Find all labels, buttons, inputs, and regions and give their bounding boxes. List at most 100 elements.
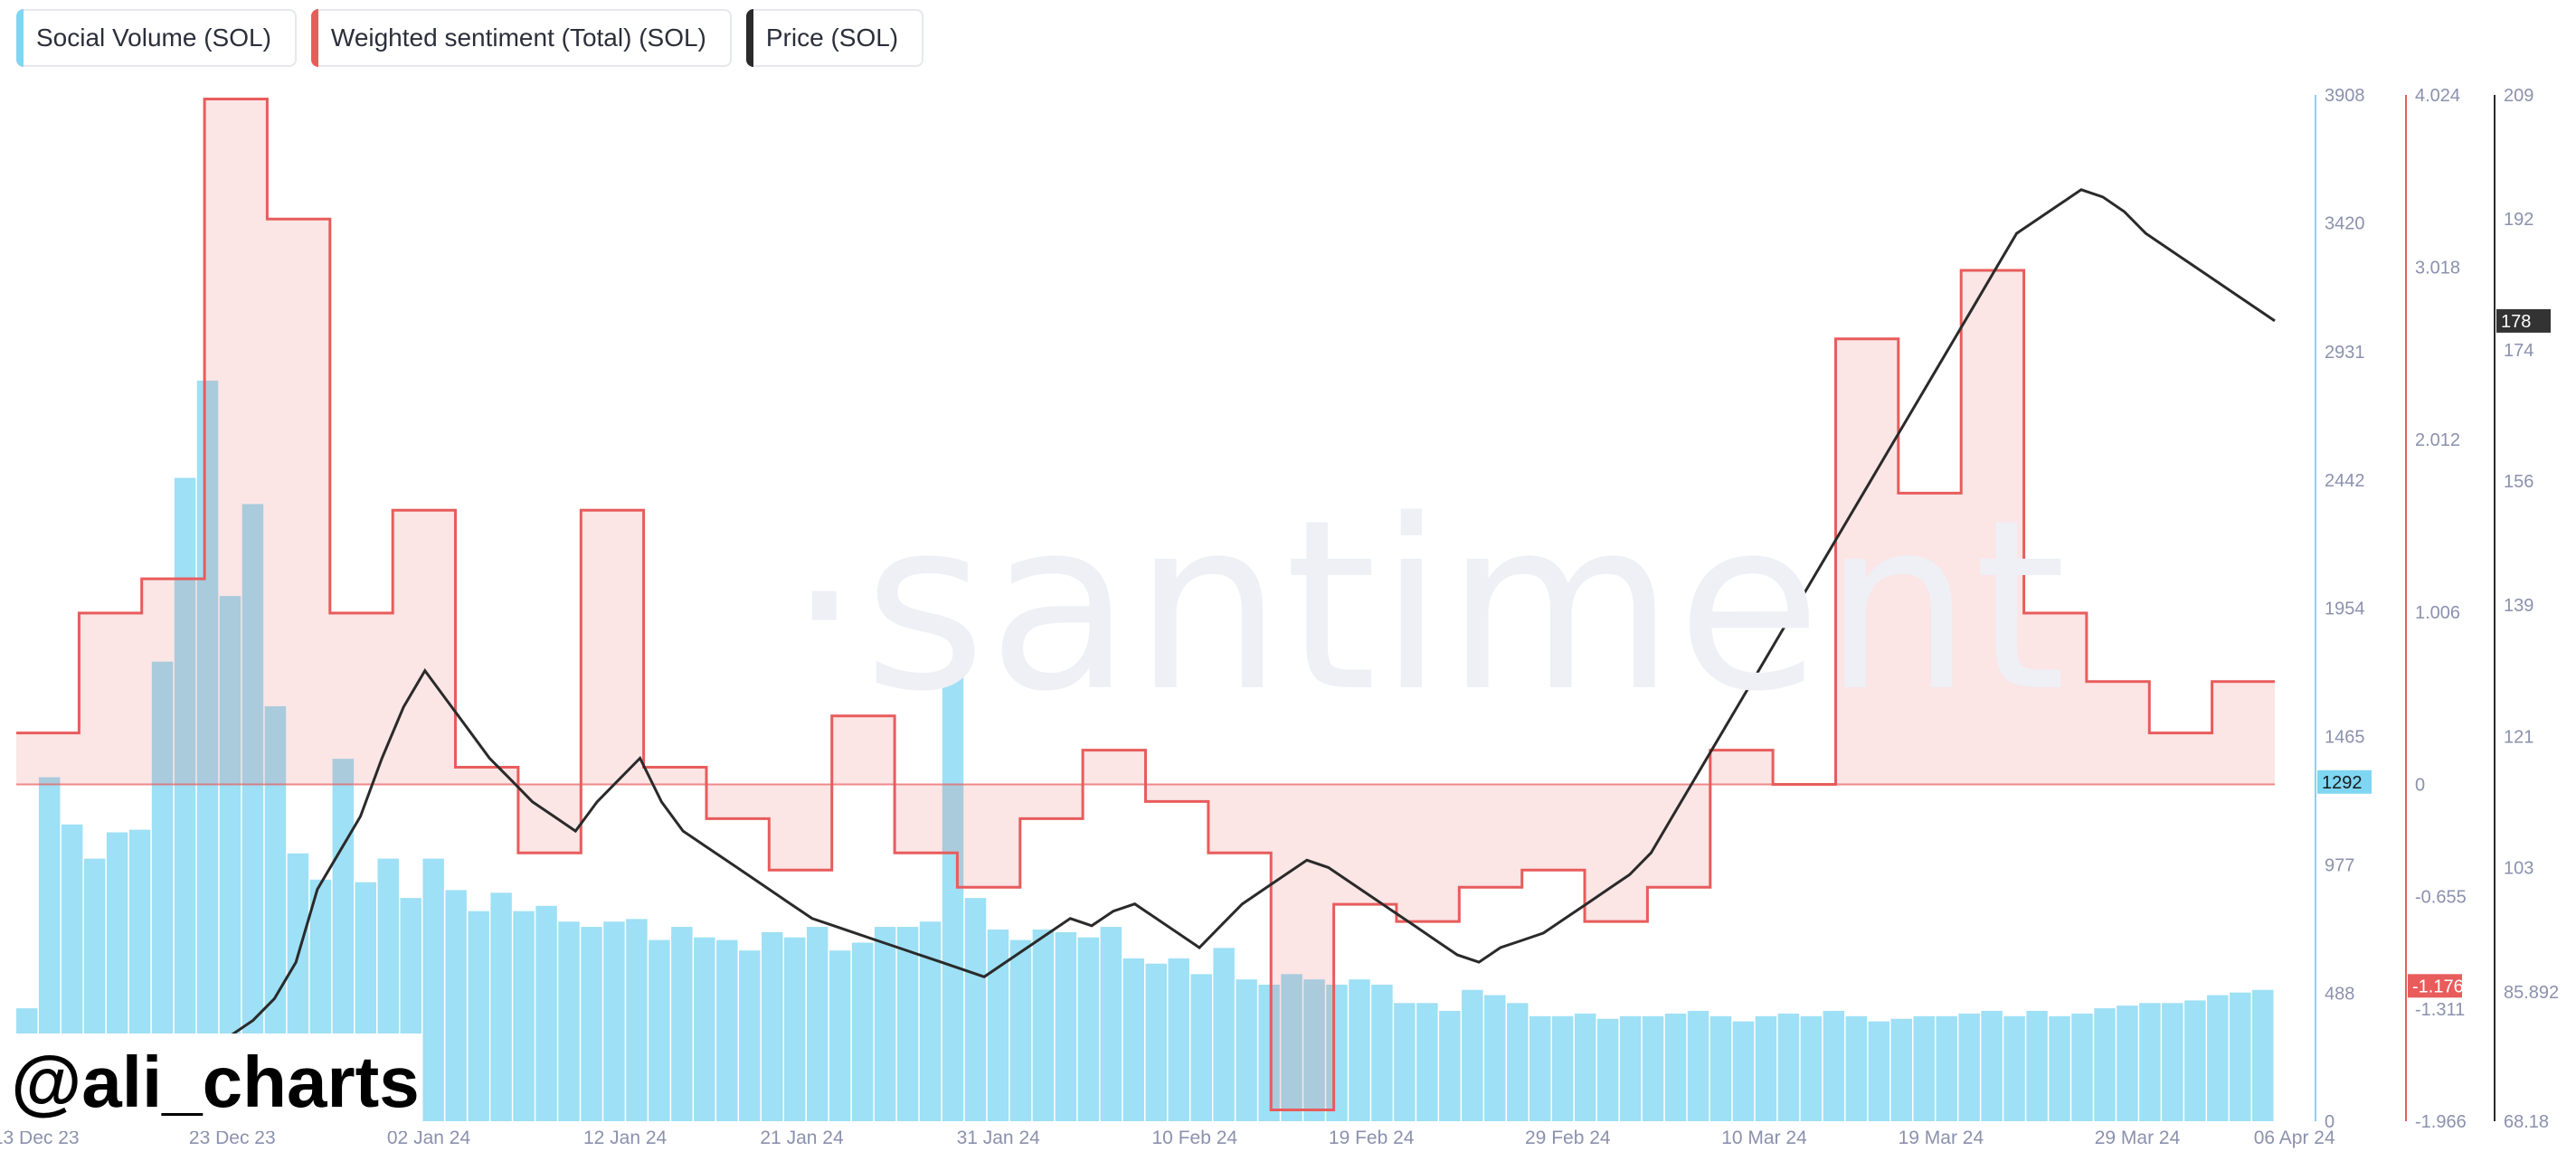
volume-bar: [445, 890, 467, 1121]
volume-bar: [694, 937, 715, 1121]
badge-bg: [2408, 974, 2462, 998]
volume-bar: [242, 504, 264, 1121]
x-tick: 13 Dec 23: [0, 1128, 80, 1148]
volume-bar: [1462, 989, 1483, 1121]
badge-text: 1292: [2322, 773, 2363, 793]
x-tick: 10 Feb 24: [1152, 1128, 1238, 1148]
volume-bar: [1055, 931, 1077, 1121]
volume-bar: [1913, 1015, 1935, 1121]
x-tick: 12 Jan 24: [583, 1128, 668, 1148]
volume-bar: [1642, 1015, 1664, 1121]
volume-bar: [1122, 958, 1144, 1121]
legend-item-2[interactable]: Price (SOL): [745, 9, 924, 67]
volume-bar: [1009, 939, 1032, 1121]
legend-swatch: [745, 9, 753, 67]
sentiment-axis-tick: 4.024: [2415, 86, 2460, 106]
sentiment-axis-tick: 2.012: [2415, 430, 2460, 450]
volume-bar: [851, 942, 874, 1121]
legend-label: Social Volume (SOL): [36, 24, 271, 52]
social-volume-axis-tick: 3908: [2325, 86, 2365, 106]
volume-bar: [762, 931, 783, 1121]
volume-bar: [1349, 979, 1370, 1121]
volume-bar: [783, 937, 806, 1121]
volume-bar: [1664, 1013, 1687, 1121]
volume-bar: [671, 927, 693, 1121]
volume-bar: [513, 911, 535, 1121]
volume-bar: [490, 892, 512, 1121]
sentiment-line: [16, 98, 2275, 1111]
social-volume-axis-tick: 1465: [2325, 728, 2365, 748]
social-volume-last-value: 1292: [2317, 769, 2372, 794]
volume-bar: [603, 921, 625, 1121]
volume-bar: [1507, 1003, 1529, 1121]
volume-bar: [964, 898, 987, 1121]
volume-bar: [1394, 1003, 1416, 1121]
sentiment-axis-tick: -0.655: [2415, 888, 2467, 908]
volume-bar: [626, 919, 648, 1121]
volume-bar: [174, 477, 196, 1121]
volume-bar: [1168, 958, 1189, 1121]
x-tick: 02 Jan 24: [387, 1128, 471, 1148]
volume-bar: [2026, 1011, 2048, 1121]
social-volume-axis-tick: 0: [2325, 1112, 2334, 1132]
sentiment-axis-tick: 3.018: [2415, 259, 2460, 278]
volume-bar: [2184, 1000, 2206, 1121]
x-tick: 31 Jan 24: [957, 1128, 1041, 1148]
volume-bar: [1416, 1003, 1438, 1121]
legend: Social Volume (SOL) Weighted sentiment (T…: [16, 9, 924, 69]
sentiment-axis-tick: 1.006: [2415, 603, 2460, 623]
price-line: [15, 188, 2276, 1109]
price-axis-tick: 103: [2504, 858, 2533, 878]
volume-bar: [422, 858, 444, 1121]
volume-bar: [649, 939, 670, 1121]
volume-bar: [151, 661, 174, 1121]
volume-bar: [1800, 1015, 1823, 1121]
x-tick: 29 Mar 24: [2095, 1128, 2181, 1148]
volume-bar: [806, 927, 829, 1121]
legend-item-1[interactable]: Weighted sentiment (Total) (SOL): [310, 9, 732, 67]
x-tick: 06 Apr 24: [2254, 1128, 2335, 1148]
volume-bar: [874, 927, 896, 1121]
volume-bar: [1596, 1018, 1619, 1121]
volume-bar: [1958, 1013, 1980, 1121]
volume-bar: [2139, 1003, 2161, 1121]
volume-bar: [1484, 995, 1506, 1121]
volume-bar: [558, 921, 580, 1121]
badge-bg: [2496, 308, 2551, 333]
volume-bar: [1823, 1011, 1845, 1121]
badge-text: 178: [2501, 312, 2531, 332]
sentiment-axis: -1.966 -1.311 -0.655 0 1.006 2.012 3.018 4.024: [2405, 86, 2467, 1132]
volume-bar: [1439, 1011, 1461, 1121]
volume-bar: [1371, 984, 1393, 1121]
price-axis: 68.18 85.892 103 121 139 156 174 192 209: [2494, 86, 2559, 1132]
volume-bar: [1032, 929, 1055, 1121]
volume-bar: [468, 911, 489, 1121]
volume-bar: [987, 929, 1009, 1121]
x-tick: 19 Feb 24: [1329, 1128, 1415, 1148]
price-axis-tick: 156: [2504, 472, 2533, 492]
volume-bar: [919, 921, 942, 1121]
volume-bar: [829, 950, 851, 1121]
volume-bar: [896, 927, 919, 1121]
sentiment-axis-tick: -1.311: [2415, 1000, 2465, 1020]
legend-label: Price (SOL): [765, 24, 899, 52]
volume-bar: [1755, 1015, 1777, 1121]
volume-bar: [1281, 974, 1302, 1121]
volume-bar: [219, 596, 242, 1121]
volume-bar: [1890, 1018, 1912, 1121]
legend-item-0[interactable]: Social Volume (SOL): [16, 9, 297, 67]
social-volume-axis-tick: 2442: [2325, 471, 2365, 491]
volume-bar: [535, 905, 557, 1121]
volume-bar: [1868, 1021, 1890, 1121]
price-axis-tick: 121: [2504, 727, 2533, 747]
social-volume-axis-tick: 1954: [2325, 599, 2365, 619]
volume-bar: [2094, 1008, 2116, 1121]
x-tick: 23 Dec 23: [189, 1128, 276, 1148]
volume-bar: [1551, 1015, 1574, 1121]
price-axis-tick: 192: [2504, 210, 2533, 230]
volume-bar: [1303, 979, 1325, 1121]
volume-bar: [739, 950, 761, 1121]
price-axis-tick: 68.18: [2504, 1112, 2549, 1132]
social-volume-axis-tick: 977: [2325, 855, 2354, 875]
